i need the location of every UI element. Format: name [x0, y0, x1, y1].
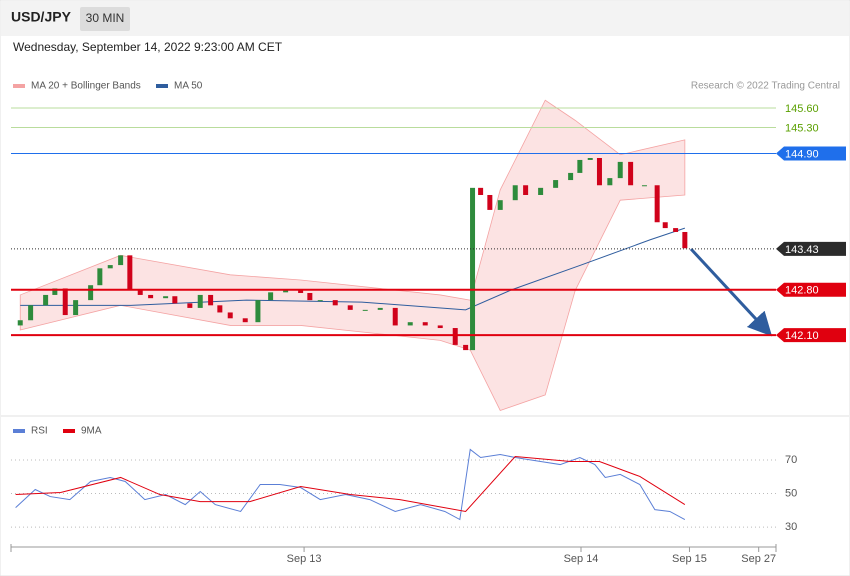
candle: [127, 255, 133, 291]
candle: [497, 200, 503, 210]
y-tick-label: 70: [785, 454, 797, 466]
candle: [197, 294, 203, 308]
legend-label: MA 20 + Bollinger Bands: [31, 81, 141, 92]
candle: [52, 288, 58, 295]
level-label: 145.30: [785, 122, 819, 134]
candle: [172, 296, 178, 304]
y-tick-label: 30: [785, 521, 797, 533]
candle: [478, 187, 484, 195]
candle: [347, 305, 353, 310]
candle: [17, 320, 23, 326]
candle: [242, 318, 248, 323]
candle: [88, 285, 94, 301]
candle: [28, 305, 34, 321]
candle: [470, 187, 476, 351]
legend-label: RSI: [31, 426, 48, 437]
ma50-line: [20, 227, 686, 311]
candle: [298, 290, 304, 293]
level-tag: [776, 328, 846, 343]
candle: [523, 185, 529, 195]
legend-swatch: [13, 429, 25, 433]
candle: [577, 159, 583, 173]
candle: [317, 300, 323, 302]
candle: [587, 157, 593, 160]
series-line: [15, 448, 686, 521]
candle: [332, 300, 338, 306]
candle: [307, 292, 313, 301]
credit: Research © 2022 Trading Central: [691, 81, 840, 92]
candle: [392, 307, 398, 326]
candle: [596, 157, 602, 186]
candle: [187, 303, 193, 308]
level-label: 142.10: [785, 330, 819, 342]
plot: [17, 99, 688, 411]
header-bar: [1, 1, 849, 36]
candle: [73, 300, 79, 316]
candle: [662, 222, 668, 229]
interval[interactable]: 30 MIN: [86, 11, 125, 25]
candle: [673, 228, 679, 232]
candle: [568, 172, 574, 181]
legend-swatch: [156, 84, 168, 88]
candle: [137, 290, 143, 295]
level-label: 142.80: [785, 285, 819, 297]
legend-label: MA 50: [174, 81, 203, 92]
candle: [553, 180, 559, 188]
candle: [422, 322, 428, 326]
level-tag: [776, 146, 846, 161]
candle: [682, 231, 688, 249]
candle: [437, 325, 443, 329]
legend-label: 9MA: [81, 426, 102, 437]
candle: [62, 288, 68, 316]
candle: [512, 185, 518, 201]
candle: [463, 344, 469, 351]
candle: [118, 255, 124, 266]
candle: [362, 309, 368, 311]
x-tick-label: Sep 15: [672, 553, 707, 565]
candle: [377, 307, 383, 310]
candle: [538, 187, 544, 195]
legend-swatch: [13, 84, 25, 88]
candle: [283, 290, 289, 293]
x-tick-label: Sep 14: [564, 553, 599, 565]
level-label: 143.43: [785, 244, 819, 256]
candle: [407, 322, 413, 326]
candle: [654, 185, 660, 223]
candle: [487, 194, 493, 210]
y-tick-label: 50: [785, 487, 797, 499]
x-tick-label: Sep 13: [287, 553, 322, 565]
candle: [148, 294, 154, 299]
level-tag: [776, 241, 846, 256]
level-label: 144.90: [785, 148, 819, 160]
candle: [641, 185, 647, 187]
symbol: USD/JPY: [11, 9, 72, 25]
candle: [208, 294, 214, 306]
level-label: 145.60: [785, 103, 819, 115]
level-tag: [776, 282, 846, 297]
candle: [607, 178, 613, 186]
candle: [227, 312, 233, 319]
candle: [452, 328, 458, 345]
interval-badge[interactable]: [80, 7, 130, 31]
x-tick-label: Sep 27: [741, 553, 776, 565]
series-line: [15, 455, 686, 513]
candle: [255, 300, 261, 323]
legend-swatch: [63, 429, 75, 433]
candle: [217, 305, 223, 313]
candle: [107, 265, 113, 269]
candle: [97, 268, 103, 286]
candle: [617, 161, 623, 179]
candle: [43, 294, 49, 306]
candle: [628, 161, 634, 186]
date: Wednesday, September 14, 2022 9:23:00 AM…: [13, 40, 283, 54]
candle: [268, 292, 274, 301]
candle: [163, 296, 169, 299]
